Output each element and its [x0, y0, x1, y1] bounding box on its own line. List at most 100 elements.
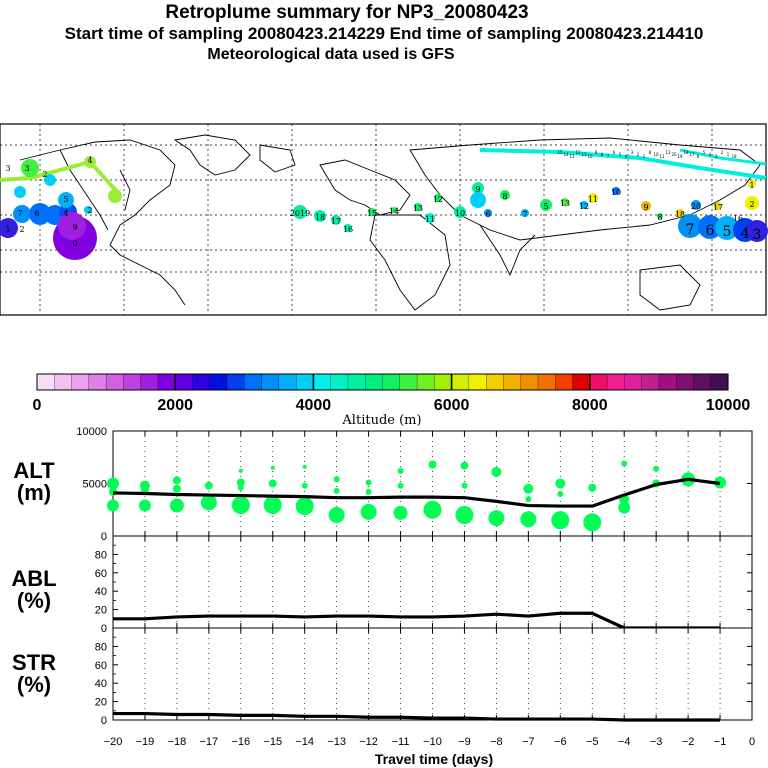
plume-marker-label: 12: [575, 150, 581, 155]
plume-marker-label: 7: [686, 222, 695, 238]
plume-marker: [472, 182, 484, 194]
y-tick-label: 80: [95, 549, 107, 561]
x-tick-label: −17: [200, 736, 219, 748]
alt-scatter-point: [428, 460, 437, 469]
colorbar-swatch: [537, 373, 556, 391]
plume-marker-label: 4: [87, 156, 92, 165]
colorbar-swatch: [503, 373, 522, 391]
colorbar-swatch: [589, 373, 608, 391]
plume-marker: [454, 206, 466, 218]
plume-marker: [84, 206, 92, 214]
x-tick-label: −18: [168, 736, 187, 748]
plume-marker-label: 11: [581, 152, 587, 157]
plume-marker: [414, 203, 422, 211]
y-tick-label: 40: [95, 678, 107, 690]
y-tick-label: 40: [95, 586, 107, 598]
x-tick-label: −15: [263, 736, 282, 748]
series-line: [112, 477, 721, 508]
trajectory-track-cyan-2: [679, 148, 767, 166]
colorbar-swatch: [175, 373, 194, 391]
colorbar-swatch: [192, 373, 211, 391]
plume-marker-label: 3: [5, 164, 10, 173]
alt-scatter-point: [231, 496, 250, 515]
x-tick-label: −14: [295, 736, 314, 748]
alt-scatter-point: [138, 499, 151, 512]
colorbar-tick-label: 4000: [296, 397, 332, 414]
plume-marker: [676, 209, 684, 217]
series-line: [113, 711, 721, 722]
colorbar-swatch: [572, 373, 591, 391]
plume-marker-label: 0: [72, 239, 77, 248]
x-tick-label: −2: [682, 736, 695, 748]
plume-marker-label: 3: [753, 227, 762, 243]
plume-marker-label: 8: [502, 192, 507, 201]
alt-scatter-point: [328, 507, 345, 523]
colorbar-swatch: [434, 373, 453, 391]
plume-marker-label: 9: [595, 150, 598, 155]
alt-scatter-point: [360, 503, 377, 520]
plume-marker-label: 1: [5, 225, 10, 234]
plume-marker-label: 6: [613, 150, 616, 155]
plume-marker-label: 4: [625, 154, 628, 159]
plume-marker-label: 18: [683, 150, 689, 155]
colorbar-tick-label: 2000: [157, 397, 193, 414]
colorbar-swatch: [451, 373, 470, 391]
plume-marker: [561, 198, 569, 206]
plume-marker: [470, 192, 486, 208]
colorbar-swatch: [382, 373, 401, 391]
alt-scatter-point: [555, 478, 566, 489]
alt-scatter-point: [523, 483, 534, 494]
alt-scatter-point: [204, 481, 213, 490]
plume-marker-label: 18: [315, 213, 325, 222]
colorbar-swatch: [641, 373, 660, 391]
alt-scatter-point: [365, 488, 372, 495]
plume-marker-label: 8: [657, 213, 662, 222]
plume-marker: [580, 201, 588, 209]
plume-marker: [612, 187, 620, 195]
y-tick-label: 0: [101, 623, 107, 635]
colorbar-swatch: [624, 373, 643, 391]
colorbar-label: Altitude (m): [341, 413, 421, 428]
plume-marker-label: 8: [601, 152, 604, 157]
plume-marker-label: 13: [665, 150, 671, 155]
abl-panel: 0 20 40 60 80: [95, 535, 753, 635]
plume-marker: [331, 215, 341, 225]
plume-marker-label: 11: [659, 154, 665, 159]
trajectory-track-cyan: [479, 148, 767, 180]
alt-scatter-point: [393, 505, 408, 520]
alt-scatter-point: [397, 467, 404, 474]
colorbar-swatch: [710, 373, 729, 391]
x-tick-label: −10: [423, 736, 442, 748]
alt-scatter-point: [618, 501, 631, 514]
plume-marker: [745, 196, 759, 210]
sampling-time: Start time of sampling 20080423.214229 E…: [64, 24, 704, 43]
alt-scatter-point: [107, 499, 119, 512]
plume-marker-label: 5: [63, 195, 68, 204]
plume-marker-label: 7: [17, 209, 22, 218]
colorbar-swatch: [416, 373, 435, 391]
alt-scatter-point: [200, 494, 217, 511]
y-tick-label: 10000: [76, 426, 107, 438]
plume-marker-label: 6: [706, 223, 715, 239]
plume-marker-label: 20: [671, 152, 677, 157]
plume-marker-label: 18: [731, 154, 737, 159]
plume-marker-label: 13: [560, 199, 570, 208]
x-tick-label: −8: [490, 736, 503, 748]
plume-marker: [691, 200, 701, 210]
alt-scatter-point: [263, 496, 282, 515]
plume-marker: [484, 209, 492, 217]
alt-axis-label: ALT: [13, 458, 55, 483]
x-tick-label: −1: [714, 736, 727, 748]
alt-scatter-point: [172, 476, 181, 485]
x-tick-label: −4: [618, 736, 631, 748]
alt-scatter-point: [301, 482, 308, 489]
plume-marker: [714, 202, 722, 210]
plume-marker: [641, 201, 651, 211]
plume-marker-label: 11: [588, 195, 598, 204]
colorbar-swatch: [54, 373, 73, 391]
x-tick-label: −13: [327, 736, 346, 748]
plume-marker-label: 13: [413, 204, 423, 213]
plume-marker-label: 2: [721, 150, 724, 155]
plume-marker-label: 16: [343, 225, 353, 234]
